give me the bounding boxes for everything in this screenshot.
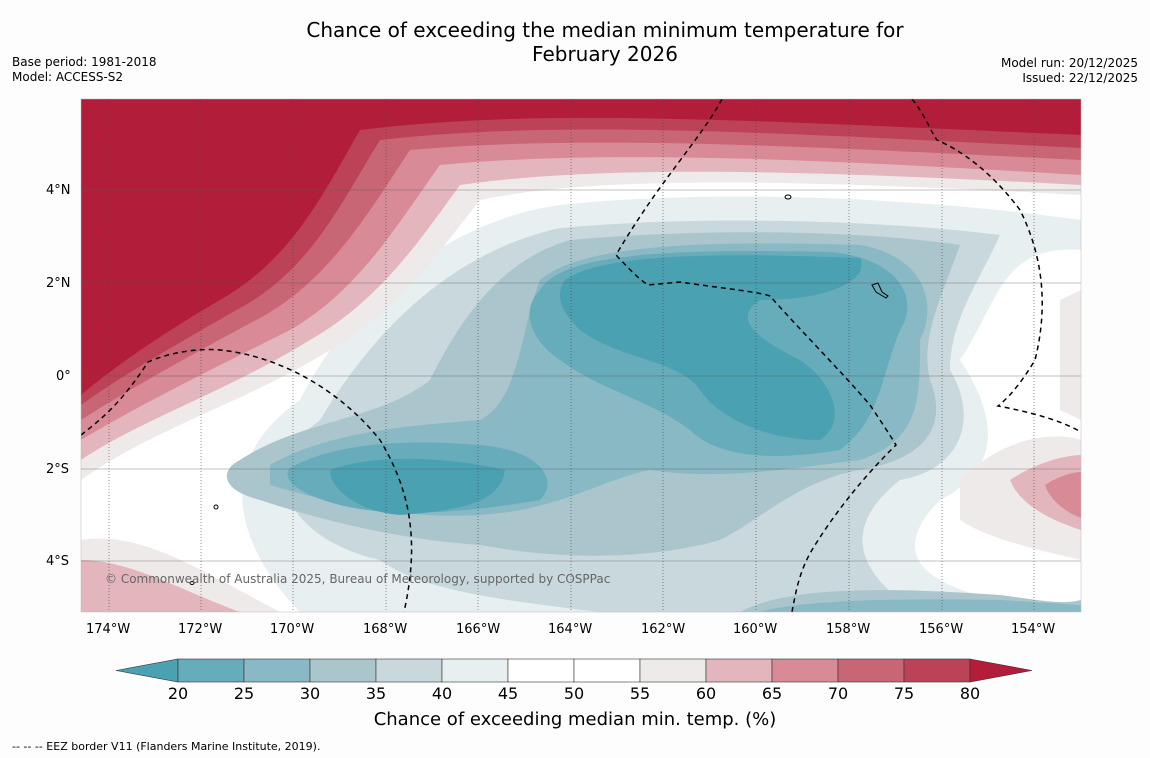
contour-below-20 <box>330 458 505 515</box>
latitude-lines <box>81 189 1081 562</box>
cb-tick: 55 <box>629 684 651 703</box>
lon-label: 156°W <box>919 622 964 637</box>
cb-tick: 25 <box>233 684 255 703</box>
cb-swatch <box>573 658 641 683</box>
cb-swatch <box>903 658 971 683</box>
base-period: Base period: 1981-2018 <box>12 55 157 69</box>
cb-swatch <box>243 658 311 683</box>
map-title: Chance of exceeding the median minimum t… <box>230 18 980 66</box>
lon-label: 170°W <box>270 622 315 637</box>
lat-label: 0° <box>56 369 71 384</box>
cb-swatch <box>705 658 773 683</box>
cb-swatch <box>837 658 905 683</box>
model-name: Model: ACCESS-S2 <box>12 70 124 84</box>
cb-swatch <box>309 658 377 683</box>
cb-swatch <box>441 658 509 683</box>
cb-tick: 35 <box>365 684 387 703</box>
title-line-2: February 2026 <box>532 42 678 66</box>
meta-right: Model run: 20/12/2025 Issued: 22/12/2025 <box>1001 56 1138 86</box>
cb-tick: 50 <box>563 684 585 703</box>
lon-label: 164°W <box>548 622 593 637</box>
meta-left: Base period: 1981-2018 Model: ACCESS-S2 <box>12 55 157 85</box>
copyright-notice: © Commonwealth of Australia 2025, Bureau… <box>105 572 611 586</box>
cb-tick: 40 <box>431 684 453 703</box>
cb-tick: 45 <box>497 684 519 703</box>
lon-label: 166°W <box>456 622 501 637</box>
cb-swatch <box>177 658 245 683</box>
lon-label: 160°W <box>733 622 778 637</box>
lon-label: 162°W <box>641 622 686 637</box>
lon-label: 158°W <box>826 622 871 637</box>
cb-tick: 60 <box>695 684 717 703</box>
lon-label: 168°W <box>363 622 408 637</box>
lat-label: 4°N <box>46 183 71 198</box>
model-run: Model run: 20/12/2025 <box>1000 56 1138 70</box>
cb-swatch <box>507 658 575 683</box>
islands <box>189 194 889 585</box>
cb-extend-high <box>969 658 1033 683</box>
title-line-1: Chance of exceeding the median minimum t… <box>306 18 904 42</box>
issued-date: Issued: 22/12/2025 <box>1022 71 1138 85</box>
contour-north-above-80 <box>81 99 1081 395</box>
contour-east-60-65 <box>1010 455 1081 530</box>
colorbar <box>115 658 1033 683</box>
contour-east-right <box>1060 290 1081 420</box>
cb-tick: 70 <box>827 684 849 703</box>
contour-sw-60-65 <box>81 560 240 612</box>
map-frame <box>80 98 1082 613</box>
contour-east-65-70 <box>1045 472 1081 518</box>
map-field <box>81 99 1081 612</box>
lat-label: 2°S <box>46 462 70 477</box>
lon-label: 172°W <box>178 622 223 637</box>
lon-label: 154°W <box>1011 622 1056 637</box>
cb-extend-low <box>115 658 179 683</box>
cb-swatch <box>639 658 707 683</box>
cb-tick: 20 <box>167 684 189 703</box>
eez-borders <box>81 99 1081 612</box>
cb-tick: 75 <box>893 684 915 703</box>
cb-tick: 30 <box>299 684 321 703</box>
cb-swatch <box>375 658 443 683</box>
lat-label: 2°N <box>46 276 71 291</box>
lat-label: 4°S <box>46 554 70 569</box>
footer-legend: -- -- -- EEZ border V11 (Flanders Marine… <box>12 740 321 753</box>
contour-below-20-north <box>560 255 862 440</box>
cb-swatch <box>771 658 839 683</box>
lon-label: 174°W <box>86 622 131 637</box>
cb-tick: 80 <box>959 684 981 703</box>
colorbar-title: Chance of exceeding median min. temp. (%… <box>373 709 777 730</box>
contour-25-30-south <box>760 599 1081 612</box>
cb-tick: 65 <box>761 684 783 703</box>
